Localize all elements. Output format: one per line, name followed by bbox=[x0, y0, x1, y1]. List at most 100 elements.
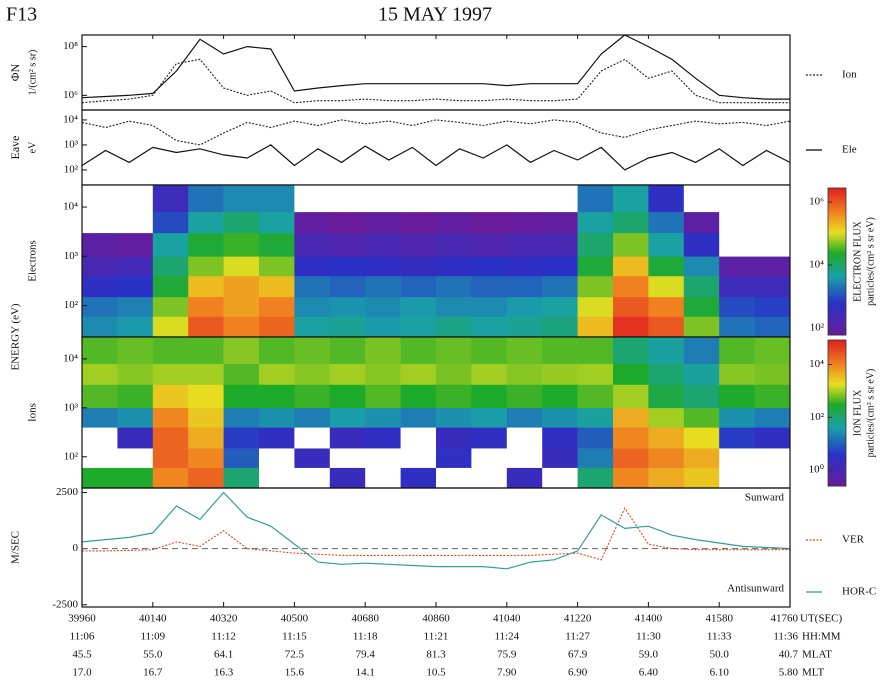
flux-cell bbox=[719, 427, 755, 449]
flux-cell bbox=[648, 316, 685, 338]
flux-cell bbox=[754, 232, 791, 257]
flux-cell bbox=[613, 384, 649, 409]
panel-frame bbox=[81, 487, 791, 608]
flux-cell bbox=[117, 256, 154, 277]
colorbar-stripe bbox=[828, 376, 846, 380]
colorbar-stripe bbox=[828, 320, 846, 324]
flux-cell bbox=[542, 384, 578, 409]
colorbar-stripe bbox=[828, 214, 846, 218]
colorbar-stripe bbox=[828, 271, 846, 275]
colorbar-stripe bbox=[828, 471, 846, 475]
colorbar-unit: particles/(cm² s sr eV) bbox=[865, 217, 876, 306]
flux-cell bbox=[400, 448, 437, 468]
colorbar-stripe bbox=[828, 378, 846, 382]
flux-cell bbox=[152, 232, 189, 257]
x-axis-label: UT(SEC) bbox=[800, 613, 843, 625]
flux-cell bbox=[259, 211, 295, 234]
flux-cell bbox=[117, 448, 154, 468]
flux-cell bbox=[754, 363, 791, 385]
colorbar-stripe bbox=[828, 437, 846, 441]
x-row-value: 45.5 bbox=[72, 649, 92, 661]
flux-cell bbox=[648, 185, 685, 213]
flux-cell bbox=[613, 407, 649, 428]
flux-cell bbox=[754, 467, 791, 489]
colorbar-stripe bbox=[828, 217, 846, 221]
x-row-value: 11:18 bbox=[353, 631, 378, 643]
flux-cell bbox=[82, 296, 118, 317]
flux-cell bbox=[719, 211, 755, 234]
flux-cell bbox=[683, 232, 720, 257]
flux-cell bbox=[613, 316, 649, 338]
colorbar-stripe bbox=[828, 293, 846, 297]
colorbar-stripe bbox=[828, 359, 846, 363]
flux-cell bbox=[436, 316, 472, 338]
colorbar-stripe bbox=[828, 410, 846, 414]
flux-cell bbox=[648, 467, 685, 489]
flux-cell bbox=[188, 275, 224, 298]
flux-cell bbox=[152, 384, 189, 409]
flux-cell bbox=[542, 211, 578, 234]
flux-cell bbox=[365, 363, 401, 385]
flux-cell bbox=[400, 427, 437, 449]
colorbar-stripe bbox=[828, 278, 846, 282]
flux-cell bbox=[329, 275, 366, 298]
flux-cell bbox=[294, 337, 331, 364]
colorbar-stripe bbox=[828, 352, 846, 356]
flux-cell bbox=[436, 467, 472, 489]
colorbar-stripe bbox=[828, 224, 846, 228]
flux-cell bbox=[613, 448, 649, 468]
flux-cell bbox=[683, 337, 720, 364]
colorbar-tick-label: 10² bbox=[810, 411, 825, 423]
colorbar-tick-label: 10⁴ bbox=[809, 259, 824, 271]
x-row-value: 16.3 bbox=[214, 667, 234, 679]
colorbar-stripe bbox=[828, 391, 846, 395]
y-tick-label: 10³ bbox=[64, 401, 79, 413]
flux-cell bbox=[294, 467, 331, 489]
flux-cell bbox=[577, 232, 614, 257]
flux-cell bbox=[683, 275, 720, 298]
flux-cell bbox=[719, 467, 755, 489]
flux-cell bbox=[577, 211, 614, 234]
flux-cell bbox=[223, 407, 260, 428]
flux-cell bbox=[117, 427, 154, 449]
y-tick-label: 10⁸ bbox=[63, 40, 78, 52]
colorbar-stripe bbox=[828, 434, 846, 438]
colorbar-stripe bbox=[828, 393, 846, 397]
flux-cell bbox=[719, 384, 755, 409]
flux-cell bbox=[117, 185, 154, 213]
colorbar-stripe bbox=[828, 219, 846, 223]
flux-cell bbox=[259, 384, 295, 409]
flux-cell bbox=[648, 407, 685, 428]
flux-cell bbox=[329, 337, 366, 364]
flux-cell bbox=[294, 427, 331, 449]
flux-cell bbox=[683, 256, 720, 277]
flux-cell bbox=[400, 296, 437, 317]
colorbar-stripe bbox=[828, 473, 846, 477]
flux-cell bbox=[329, 407, 366, 428]
colorbar-stripe bbox=[828, 342, 846, 346]
y-tick-label: 10³ bbox=[64, 250, 79, 262]
flux-cell bbox=[400, 232, 437, 257]
x-row-value: 79.4 bbox=[356, 649, 376, 661]
flux-cell bbox=[436, 256, 472, 277]
flux-cell bbox=[365, 337, 401, 364]
flux-cell bbox=[294, 316, 331, 338]
flux-cell bbox=[506, 384, 543, 409]
y-axis-label: Ions bbox=[27, 403, 39, 422]
colorbar-stripe bbox=[828, 371, 846, 375]
flux-cell bbox=[82, 211, 118, 234]
flux-cell bbox=[436, 427, 472, 449]
colorbar-stripe bbox=[828, 286, 846, 289]
colorbar-stripe bbox=[828, 422, 846, 426]
flux-cell bbox=[577, 427, 614, 449]
flux-cell bbox=[542, 363, 578, 385]
x-row-value: 11:06 bbox=[70, 631, 95, 643]
x-row-value: 11:21 bbox=[424, 631, 449, 643]
colorbar-stripe bbox=[828, 430, 846, 433]
colorbar-stripe bbox=[828, 251, 846, 255]
colorbar-stripe bbox=[828, 413, 846, 416]
flux-cell bbox=[152, 427, 189, 449]
y-axis-unit: 1/(cm² s sr) bbox=[27, 50, 38, 96]
flux-cell bbox=[259, 256, 295, 277]
flux-cell bbox=[754, 407, 791, 428]
